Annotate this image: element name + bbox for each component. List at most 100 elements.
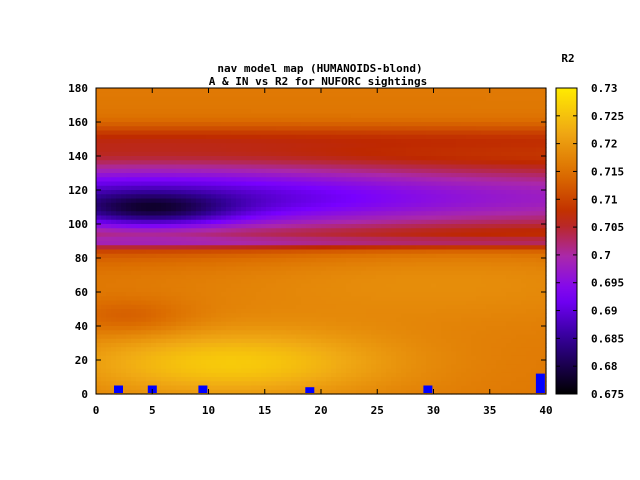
heatmap-cell	[421, 160, 427, 166]
heatmap-cell	[131, 228, 137, 234]
heatmap-cell	[376, 279, 382, 285]
heatmap-cell	[231, 109, 237, 115]
heatmap-cell	[306, 139, 312, 144]
heatmap-cell	[241, 304, 247, 310]
heatmap-cell	[361, 198, 367, 204]
heatmap-cell	[311, 185, 317, 191]
heatmap-cell	[166, 164, 172, 170]
heatmap-cell	[96, 151, 102, 157]
heatmap-cell	[246, 266, 252, 272]
heatmap-cell	[386, 389, 392, 395]
heatmap-cell	[236, 117, 242, 123]
heatmap-cell	[176, 360, 182, 365]
heatmap-cell	[196, 330, 202, 336]
heatmap-cell	[241, 173, 247, 178]
heatmap-cell	[321, 304, 327, 310]
heatmap-cell	[411, 326, 417, 331]
heatmap-cell	[126, 372, 132, 378]
heatmap-cell	[256, 355, 262, 361]
heatmap-cell	[196, 105, 202, 110]
heatmap-cell	[426, 338, 432, 344]
heatmap-cell	[386, 236, 392, 242]
heatmap-cell	[256, 198, 262, 204]
heatmap-cell	[106, 143, 112, 149]
heatmap-cell	[101, 164, 107, 170]
heatmap-cell	[246, 219, 252, 225]
heatmap-cell	[291, 245, 297, 251]
heatmap-cell	[331, 109, 337, 115]
heatmap-cell	[391, 117, 397, 123]
heatmap-cell	[266, 317, 272, 323]
heatmap-cell	[416, 287, 422, 293]
heatmap-cell	[291, 338, 297, 344]
heatmap-cell	[201, 321, 207, 327]
heatmap-cell	[361, 185, 367, 191]
heatmap-cell	[406, 296, 412, 302]
heatmap-cell	[221, 313, 227, 319]
heatmap-cell	[166, 347, 172, 353]
heatmap-cell	[401, 156, 407, 161]
heatmap-cell	[246, 334, 252, 340]
heatmap-cell	[281, 130, 287, 136]
heatmap-cell	[366, 313, 372, 319]
heatmap-cell	[236, 224, 242, 229]
heatmap-cell	[336, 266, 342, 272]
heatmap-cell	[121, 296, 127, 302]
heatmap-cell	[286, 245, 292, 251]
heatmap-cell	[426, 168, 432, 174]
heatmap-cell	[361, 385, 367, 391]
heatmap-cell	[121, 105, 127, 110]
heatmap-cell	[161, 287, 167, 293]
heatmap-cell	[151, 134, 157, 140]
heatmap-cell	[161, 113, 167, 119]
heatmap-cell	[371, 143, 377, 149]
heatmap-cell	[236, 262, 242, 268]
heatmap-cell	[136, 160, 142, 166]
heatmap-cell	[276, 372, 282, 378]
heatmap-cell	[411, 249, 417, 255]
heatmap-cell	[326, 228, 332, 234]
heatmap-cell	[141, 326, 147, 331]
heatmap-cell	[111, 219, 117, 225]
heatmap-cell	[186, 143, 192, 149]
heatmap-cell	[261, 139, 267, 144]
heatmap-cell	[261, 194, 267, 200]
heatmap-cell	[186, 211, 192, 217]
heatmap-cell	[126, 232, 132, 238]
heatmap-cell	[101, 173, 107, 178]
heatmap-cell	[431, 96, 437, 102]
heatmap-cell	[161, 105, 167, 110]
heatmap-cell	[151, 130, 157, 136]
heatmap-cell	[136, 219, 142, 225]
heatmap-cell	[196, 245, 202, 251]
heatmap-cell	[211, 245, 217, 251]
heatmap-cell	[266, 368, 272, 374]
heatmap-cell	[246, 134, 252, 140]
heatmap-cell	[251, 360, 257, 365]
heatmap-cell	[361, 160, 367, 166]
heatmap-cell	[116, 347, 122, 353]
heatmap-cell	[296, 185, 302, 191]
heatmap-cell	[206, 287, 212, 293]
heatmap-cell	[146, 190, 152, 195]
heatmap-cell	[206, 92, 212, 98]
heatmap-cell	[226, 147, 232, 153]
heatmap-cell	[296, 126, 302, 132]
heatmap-cell	[361, 287, 367, 293]
heatmap-cell	[121, 164, 127, 170]
heatmap-cell	[126, 100, 132, 106]
heatmap-cell	[351, 126, 357, 132]
heatmap-cell	[326, 190, 332, 195]
heatmap-cell	[436, 232, 442, 238]
heatmap-cell	[276, 364, 282, 370]
heatmap-cell	[126, 330, 132, 336]
heatmap-cell	[316, 232, 322, 238]
heatmap-cell	[166, 330, 172, 336]
heatmap-cell	[346, 168, 352, 174]
heatmap-cell	[336, 360, 342, 365]
heatmap-cell	[106, 105, 112, 110]
heatmap-cell	[406, 262, 412, 268]
heatmap-cell	[166, 224, 172, 229]
heatmap-cell	[396, 134, 402, 140]
heatmap-cell	[281, 330, 287, 336]
